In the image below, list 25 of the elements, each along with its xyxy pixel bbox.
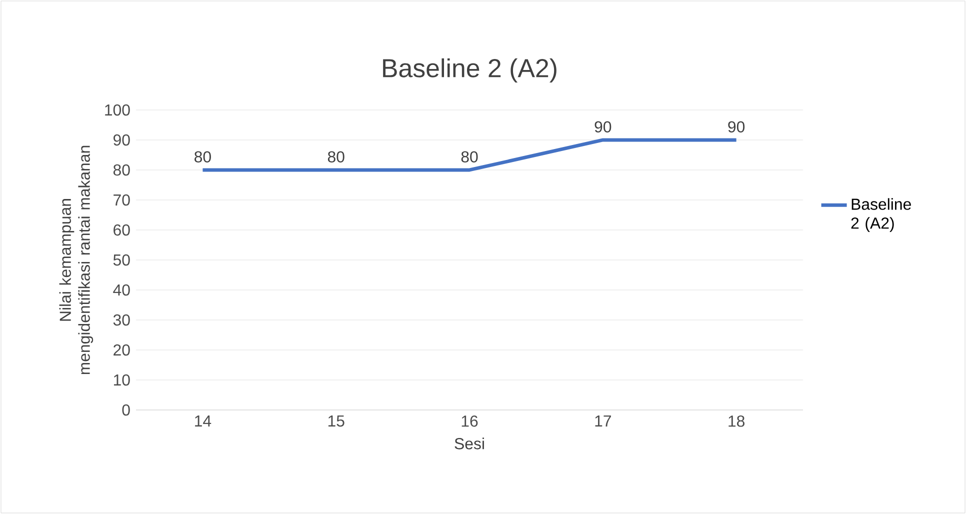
chart-title: Baseline 2 (A2) — [383, 58, 556, 82]
x-axis-title: Sesi — [454, 438, 484, 450]
y-tick-label: 60 — [114, 224, 130, 236]
y-tick-label: 10 — [114, 374, 130, 386]
data-label: 80 — [194, 151, 211, 162]
x-tick-label: 15 — [328, 415, 344, 427]
y-tick-label: 70 — [114, 194, 130, 206]
y-tick-label: 0 — [122, 404, 130, 416]
data-label: 90 — [594, 121, 612, 132]
data-label: 80 — [461, 151, 478, 162]
legend-label: Baseline 2 (A2) — [851, 198, 911, 232]
x-tick-label: 17 — [595, 415, 611, 426]
x-tick-label: 18 — [728, 416, 744, 427]
y-tick-label: 40 — [113, 284, 130, 296]
x-tick-label: 16 — [462, 416, 478, 427]
x-tick-label: 14 — [195, 415, 212, 426]
y-tick-label: 80 — [113, 164, 130, 176]
y-tick-label: 100 — [105, 104, 130, 116]
y-tick-label: 90 — [114, 134, 130, 146]
data-label: 90 — [728, 121, 745, 132]
y-tick-label: 30 — [113, 314, 130, 326]
y-tick-label: 50 — [113, 254, 130, 266]
y-tick-label: 20 — [114, 344, 130, 356]
data-label: 80 — [328, 151, 344, 162]
y-axis-title: Nilai kemampuan mengidentifikasi rantai makanan — [59, 146, 94, 374]
